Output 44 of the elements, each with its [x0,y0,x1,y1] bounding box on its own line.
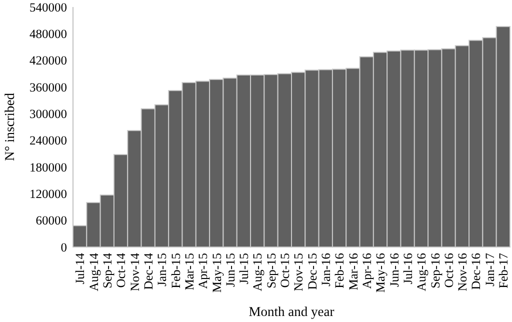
x-tick-label: Mar-16 [346,253,360,290]
y-tick-label: 120000 [30,187,67,202]
x-tick-label: Jan-15 [155,253,170,286]
x-tick-label: Jul-14 [73,252,88,284]
y-tick-label: 300000 [30,107,67,122]
x-tick-label: Jun-15 [223,253,238,288]
x-tick-label: Jun-16 [387,253,402,288]
x-tick-label: Aug-16 [414,253,429,292]
x-tick-label: Oct-15 [278,253,292,288]
x-tick-label: Dec-16 [469,253,484,290]
x-tick-label: Feb-17 [496,253,511,288]
x-tick-label: Nov-14 [128,252,142,292]
x-tick-label: Apr-15 [196,253,210,289]
x-tick-label: Jul-16 [400,253,415,284]
x-tick-label: Jan-16 [319,253,334,286]
x-tick-label: Dec-15 [305,253,320,290]
y-axis-title: N° inscribed [2,92,17,162]
x-tick-label: Oct-14 [114,252,128,288]
x-tick-label: Sep-16 [428,253,442,288]
x-tick-label: Nov-16 [456,253,470,292]
x-tick-label: May-15 [210,253,224,293]
x-tick-label: Jul-15 [237,253,252,284]
y-tick-label: 480000 [30,27,67,42]
x-tick-label: Oct-16 [442,253,456,288]
y-tick-label: 60000 [36,214,67,228]
x-tick-label: Dec-14 [141,252,156,290]
x-tick-label: Nov-15 [292,253,306,292]
x-tick-label: Jan-17 [482,253,497,286]
x-tick-label: Sep-14 [100,252,115,288]
y-tick-label: 420000 [30,54,67,68]
x-tick-label: May-16 [374,253,388,293]
y-tick-label: 240000 [30,134,67,148]
y-tick-label: 180000 [30,160,67,174]
x-tick-label: Aug-15 [250,253,265,292]
x-tick-label: Sep-15 [264,253,278,288]
y-tick-label: 540000 [30,0,67,14]
x-tick-label: Aug-14 [86,252,101,292]
x-tick-label: Apr-16 [360,253,374,289]
y-tick-label: 360000 [30,80,67,94]
x-tick-label: Feb-15 [168,253,183,288]
x-tick-label: Feb-16 [332,253,347,288]
y-tick-label: 0 [60,240,67,254]
x-axis-title: Month and year [248,304,335,319]
x-tick-label: Mar-15 [182,253,196,290]
